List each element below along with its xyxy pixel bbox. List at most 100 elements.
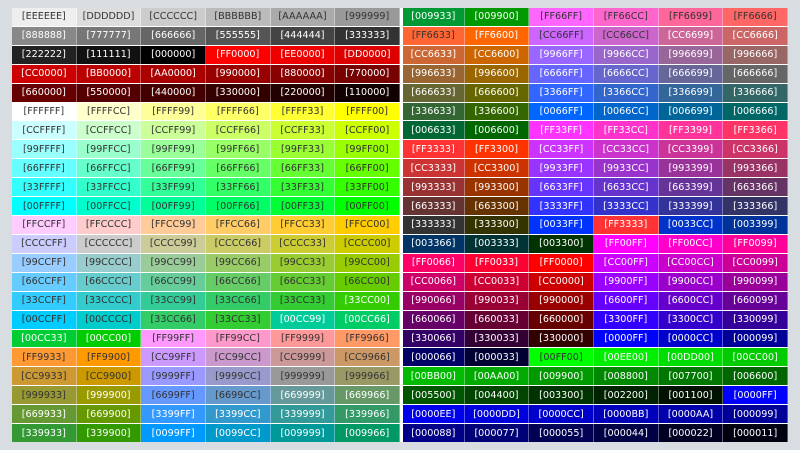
color-swatch: [00CC66] — [335, 310, 400, 329]
color-swatch: [33FF00] — [335, 178, 400, 197]
color-swatch: [99CCFF] — [12, 253, 77, 272]
color-swatch: [CCCC00] — [335, 234, 400, 253]
color-swatch: [CC3366] — [723, 140, 788, 159]
color-swatch: [6666FF] — [529, 64, 594, 83]
color-swatch: [444444] — [270, 26, 336, 45]
color-swatch: [CC33FF] — [529, 140, 594, 159]
color-swatch: [9999CC] — [205, 367, 271, 386]
color-swatch: [9900CC] — [658, 272, 724, 291]
color-swatch: [CC00CC] — [658, 253, 724, 272]
color-swatch: [00CCCC] — [76, 310, 142, 329]
color-swatch: [FFCC66] — [205, 216, 271, 234]
color-swatch: [220000] — [270, 83, 336, 102]
color-swatch: [33FFCC] — [76, 178, 142, 197]
color-swatch: [000011] — [723, 424, 788, 442]
color-swatch: [993366] — [723, 159, 788, 178]
color-swatch: [0033FF] — [529, 216, 594, 234]
color-swatch: [00CC33] — [12, 329, 77, 348]
color-swatch: [66FF33] — [270, 159, 336, 178]
color-swatch: [000099] — [723, 405, 788, 424]
color-swatch: [FF33FF] — [529, 121, 594, 140]
color-swatch: [CCCCCC] — [76, 234, 142, 253]
color-swatch: [66CC33] — [270, 272, 336, 291]
color-swatch: [000088] — [399, 424, 465, 442]
color-swatch: [0066CC] — [593, 102, 659, 121]
color-swatch: [CCCC33] — [270, 234, 336, 253]
color-swatch: [CCFF00] — [335, 121, 400, 140]
color-swatch: [33CC00] — [335, 291, 400, 310]
color-swatch: [CCCCFF] — [12, 234, 77, 253]
color-swatch: [0000EE] — [399, 405, 465, 424]
color-swatch: [99CC00] — [335, 253, 400, 272]
color-swatch: [FFFF66] — [205, 102, 271, 121]
color-swatch: [FF6600] — [464, 26, 530, 45]
color-swatch: [009900] — [464, 8, 530, 26]
color-swatch: [FF0033] — [464, 253, 530, 272]
color-swatch: [222222] — [12, 45, 77, 64]
color-swatch: [00FF66] — [205, 197, 271, 216]
color-swatch: [AAAAAA] — [270, 8, 336, 26]
color-swatch: [006600] — [464, 121, 530, 140]
color-swatch: [00EE00] — [593, 348, 659, 367]
color-swatch: [EEEEEE] — [12, 8, 77, 26]
color-swatch: [999999] — [270, 367, 336, 386]
color-swatch: [CC66CC] — [593, 26, 659, 45]
color-swatch: [000077] — [464, 424, 530, 442]
color-swatch: [BBBBBB] — [205, 8, 271, 26]
color-swatch: [FF3333] — [399, 140, 465, 159]
color-swatch: [336633] — [399, 102, 465, 121]
color-swatch: [333399] — [658, 197, 724, 216]
color-swatch: [001100] — [658, 386, 724, 405]
color-swatch: [FFFF33] — [270, 102, 336, 121]
color-swatch: [00BB00] — [399, 367, 465, 386]
color-swatch: [FFCC33] — [270, 216, 336, 234]
color-swatch: [6633CC] — [593, 178, 659, 197]
color-swatch: [33FF99] — [141, 178, 206, 197]
color-swatch: [000099] — [723, 329, 788, 348]
color-swatch: [9933FF] — [529, 159, 594, 178]
color-swatch: [333366] — [723, 197, 788, 216]
color-swatch: [993333] — [399, 178, 465, 197]
color-swatch: [336699] — [658, 83, 724, 102]
color-swatch: [00DD00] — [658, 348, 724, 367]
color-swatch: [CC0033] — [464, 272, 530, 291]
color-swatch: [9966FF] — [529, 45, 594, 64]
color-swatch: [99CC66] — [205, 253, 271, 272]
color-swatch: [3333CC] — [593, 197, 659, 216]
color-swatch: [990033] — [464, 291, 530, 310]
color-swatch: [6600CC] — [658, 291, 724, 310]
color-swatch: [CCFFCC] — [76, 121, 142, 140]
color-swatch: [00AA00] — [464, 367, 530, 386]
color-swatch: [339900] — [76, 424, 142, 442]
color-swatch: [996666] — [723, 45, 788, 64]
color-chart: [EEEEEE] [DDDDDD] [CCCCCC] [BBBBBB] [AAAAAA]… — [12, 8, 788, 442]
color-swatch: [339999] — [270, 405, 336, 424]
color-swatch: [3399CC] — [205, 405, 271, 424]
color-swatch: [00CC00] — [76, 329, 142, 348]
color-swatch: [CC33CC] — [593, 140, 659, 159]
color-swatch: [003366] — [399, 234, 465, 253]
color-swatch: [666699] — [658, 64, 724, 83]
color-swatch: [00FFCC] — [76, 197, 142, 216]
color-swatch: [663366] — [723, 178, 788, 197]
color-swatch: [336600] — [464, 102, 530, 121]
color-swatch: [CCFFFF] — [12, 121, 77, 140]
color-swatch: [FFCCFF] — [12, 216, 77, 234]
color-swatch: [99FFFF] — [12, 140, 77, 159]
color-swatch: [FFFF99] — [141, 102, 206, 121]
color-swatch: [FF6666] — [723, 8, 788, 26]
color-swatch: [9900FF] — [593, 272, 659, 291]
color-swatch: [FF0099] — [723, 234, 788, 253]
color-swatch: [00FFFF] — [12, 197, 77, 216]
color-swatch: [0000FF] — [723, 386, 788, 405]
color-swatch: [6699FF] — [141, 386, 206, 405]
color-swatch: [33CC66] — [205, 291, 271, 310]
color-swatch: [9966CC] — [593, 45, 659, 64]
color-swatch: [3399FF] — [141, 405, 206, 424]
color-swatch: [660033] — [464, 310, 530, 329]
color-swatch: [CC6600] — [464, 45, 530, 64]
color-swatch: [CC9999] — [270, 348, 336, 367]
color-swatch: [33FF33] — [270, 178, 336, 197]
color-swatch: [66FFCC] — [76, 159, 142, 178]
color-swatch: [CC00FF] — [593, 253, 659, 272]
